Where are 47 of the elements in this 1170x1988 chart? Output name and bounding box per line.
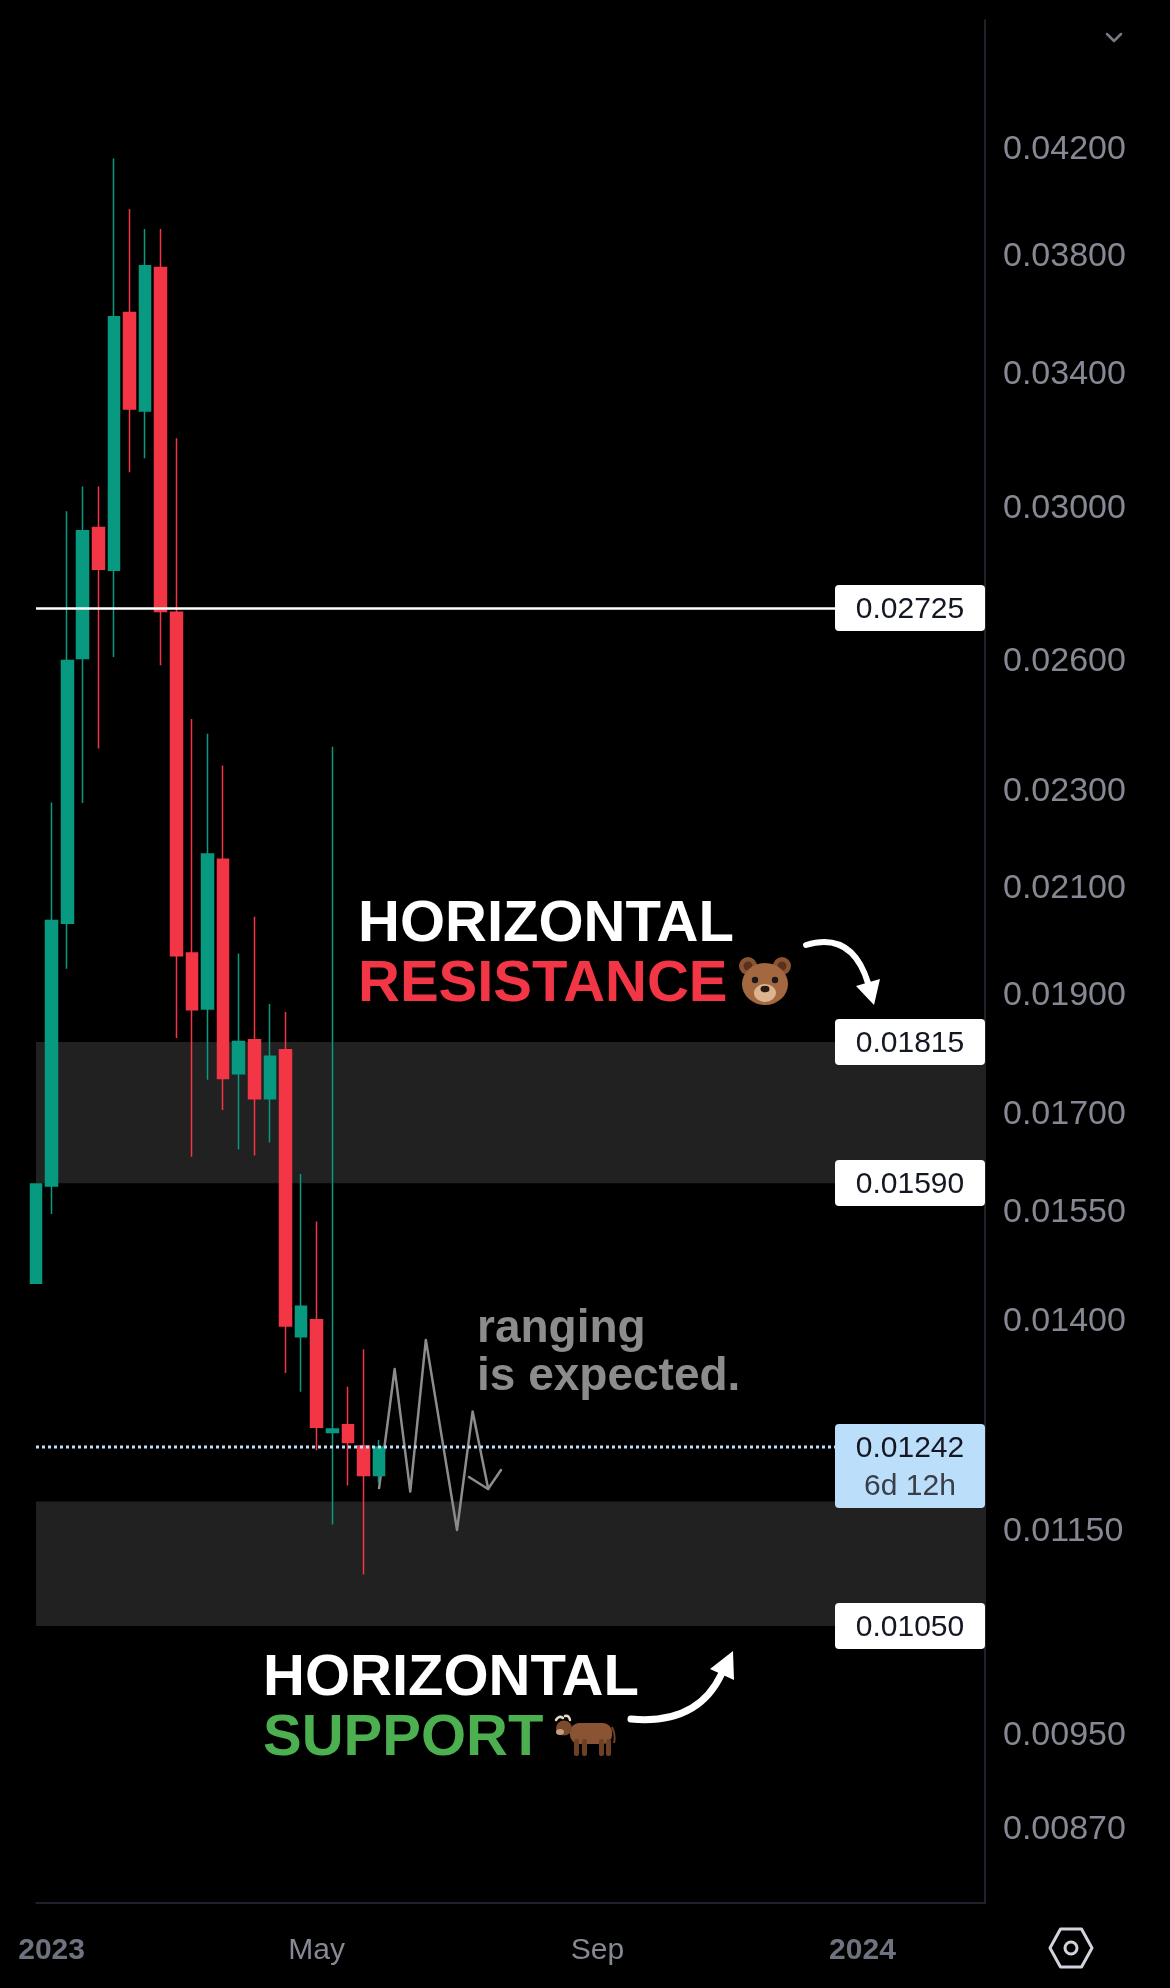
y-tick-label: 0.03400 xyxy=(1003,353,1126,392)
x-tick-label: Sep xyxy=(570,1931,625,1965)
candlestick xyxy=(200,733,215,1081)
candlestick xyxy=(138,228,152,459)
y-tick-label: 0.03000 xyxy=(1003,486,1126,525)
candlestick xyxy=(231,952,246,1151)
candlestick xyxy=(263,1003,277,1144)
candlestick xyxy=(309,1220,324,1452)
candlestick xyxy=(75,485,90,804)
candlestick xyxy=(60,510,75,970)
candlestick xyxy=(169,437,184,1039)
y-tick-label: 0.03800 xyxy=(1003,234,1126,273)
candlestick xyxy=(216,764,230,1111)
candlestick xyxy=(185,718,199,1158)
y-tick-label: 0.01400 xyxy=(1003,1300,1126,1339)
candlestick xyxy=(325,745,340,1526)
ref-line-label: 0.02725 xyxy=(854,590,966,627)
annotation: 0.01590 xyxy=(854,1165,966,1202)
candlestick xyxy=(29,1183,43,1284)
candlestick xyxy=(122,208,137,473)
annotation: ranging is expected. xyxy=(477,1299,741,1400)
y-tick-label: 0.02100 xyxy=(1003,867,1126,906)
candlestick xyxy=(278,1011,293,1374)
ref-line-label: 0.01242 6d 12h xyxy=(854,1428,966,1503)
y-tick-label: 0.01900 xyxy=(1003,974,1126,1013)
annotation: 0.01815 xyxy=(854,1024,966,1061)
candlestick xyxy=(356,1348,371,1576)
annotation: 0.01050 xyxy=(854,1608,966,1645)
y-tick-label: 0.01700 xyxy=(1003,1092,1126,1131)
candlestick xyxy=(372,1439,386,1484)
candlestick xyxy=(247,916,262,1157)
x-tick-label: 2023 xyxy=(18,1931,85,1965)
candlestick xyxy=(91,485,106,750)
candlestick xyxy=(107,157,121,658)
y-tick-label: 0.02600 xyxy=(1003,639,1126,678)
candlestick xyxy=(294,1173,308,1393)
y-tick-label: 0.04200 xyxy=(1003,127,1126,166)
x-tick-label: May xyxy=(288,1931,346,1965)
candlestick xyxy=(153,228,168,666)
y-tick-label: 0.01550 xyxy=(1003,1191,1126,1230)
candlestick xyxy=(44,801,59,1215)
y-tick-label: 0.00950 xyxy=(1003,1713,1126,1752)
y-tick-label: 0.00870 xyxy=(1003,1807,1126,1846)
x-tick-label: 2024 xyxy=(829,1931,897,1965)
y-tick-label: 0.02300 xyxy=(1003,770,1126,809)
y-tick-label: 0.01150 xyxy=(1003,1510,1124,1549)
candlestick xyxy=(341,1386,355,1487)
